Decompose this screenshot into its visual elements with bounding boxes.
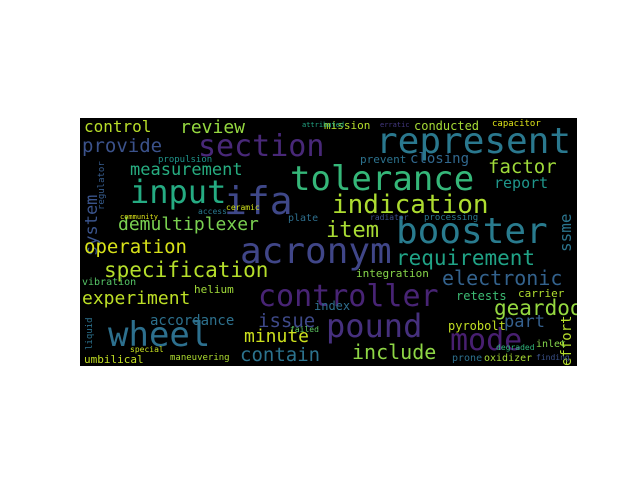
word-vibration: vibration: [82, 277, 137, 288]
word-measurement: measurement: [130, 160, 243, 180]
word-part: part: [504, 312, 545, 332]
word-mission: mission: [324, 119, 371, 132]
word-regulator: regulator: [97, 161, 107, 210]
word-erratic: erratic: [380, 121, 410, 129]
word-provide: provide: [82, 135, 163, 157]
word-index: index: [314, 299, 351, 313]
word-pyrobolt: pyrobolt: [448, 319, 506, 333]
word-tolerance: tolerance: [290, 159, 475, 199]
word-attributed: attributed: [302, 121, 345, 129]
word-plate: plate: [288, 213, 319, 224]
word-prevent: prevent: [360, 153, 407, 166]
word-community: community: [120, 213, 158, 221]
word-wheel: wheel: [108, 315, 211, 355]
word-report: report: [494, 174, 549, 192]
word-umbilical: umbilical: [84, 353, 144, 366]
word-cloud: control review mission conducted capacit…: [80, 118, 577, 366]
word-controller: controller: [258, 279, 439, 314]
word-represent: represent: [376, 121, 572, 162]
word-ssme: ssme: [556, 213, 575, 252]
word-indication: indication: [332, 190, 489, 220]
word-pound: pound: [326, 307, 423, 345]
word-input: input: [130, 173, 227, 211]
word-include: include: [352, 340, 437, 364]
word-experiment: experiment: [82, 288, 191, 309]
word-processing: processing: [424, 213, 479, 223]
word-radiator: radiator: [370, 213, 409, 222]
word-ifa: ifa: [224, 179, 293, 223]
word-integration: integration: [356, 267, 429, 280]
word-operation: operation: [84, 236, 187, 258]
word-accordance: accordance: [150, 313, 235, 329]
word-specification: specification: [104, 258, 269, 282]
word-maneuvering: maneuvering: [170, 353, 230, 363]
word-liquid: liquid: [85, 317, 95, 350]
word-failed: failed: [290, 325, 319, 334]
word-minute: minute: [244, 326, 310, 347]
word-carrier: carrier: [518, 287, 565, 300]
word-access: access: [198, 207, 227, 216]
word-demultiplexer: demultiplexer: [118, 214, 259, 235]
word-inlet: inlet: [536, 339, 567, 350]
word-factor: factor: [488, 156, 557, 178]
word-mode: mode: [450, 323, 523, 358]
word-issue: issue: [258, 310, 316, 332]
word-requirement: requirement: [396, 246, 536, 270]
word-item: item: [326, 218, 379, 243]
word-prone: prone: [452, 353, 483, 364]
word-control: control: [84, 118, 152, 136]
word-special: special: [130, 345, 164, 354]
word-acronym: acronym: [240, 231, 392, 272]
word-retests: retests: [456, 289, 507, 303]
word-section: section: [198, 129, 325, 164]
word-conducted: conducted: [414, 119, 480, 133]
word-oxidizer: oxidizer: [484, 353, 533, 364]
word-review: review: [180, 118, 246, 138]
word-electronic: electronic: [442, 266, 563, 290]
word-ceramic: ceramic: [226, 203, 260, 212]
word-contain: contain: [240, 344, 321, 366]
word-capacitor: capacitor: [492, 119, 541, 129]
word-booster: booster: [396, 211, 548, 252]
word-closing: closing: [410, 151, 470, 167]
word-degraded: degraded: [496, 343, 535, 352]
word-propulsion: propulsion: [158, 155, 213, 165]
word-helium: helium: [194, 283, 234, 296]
word-finding: finding: [536, 353, 570, 362]
